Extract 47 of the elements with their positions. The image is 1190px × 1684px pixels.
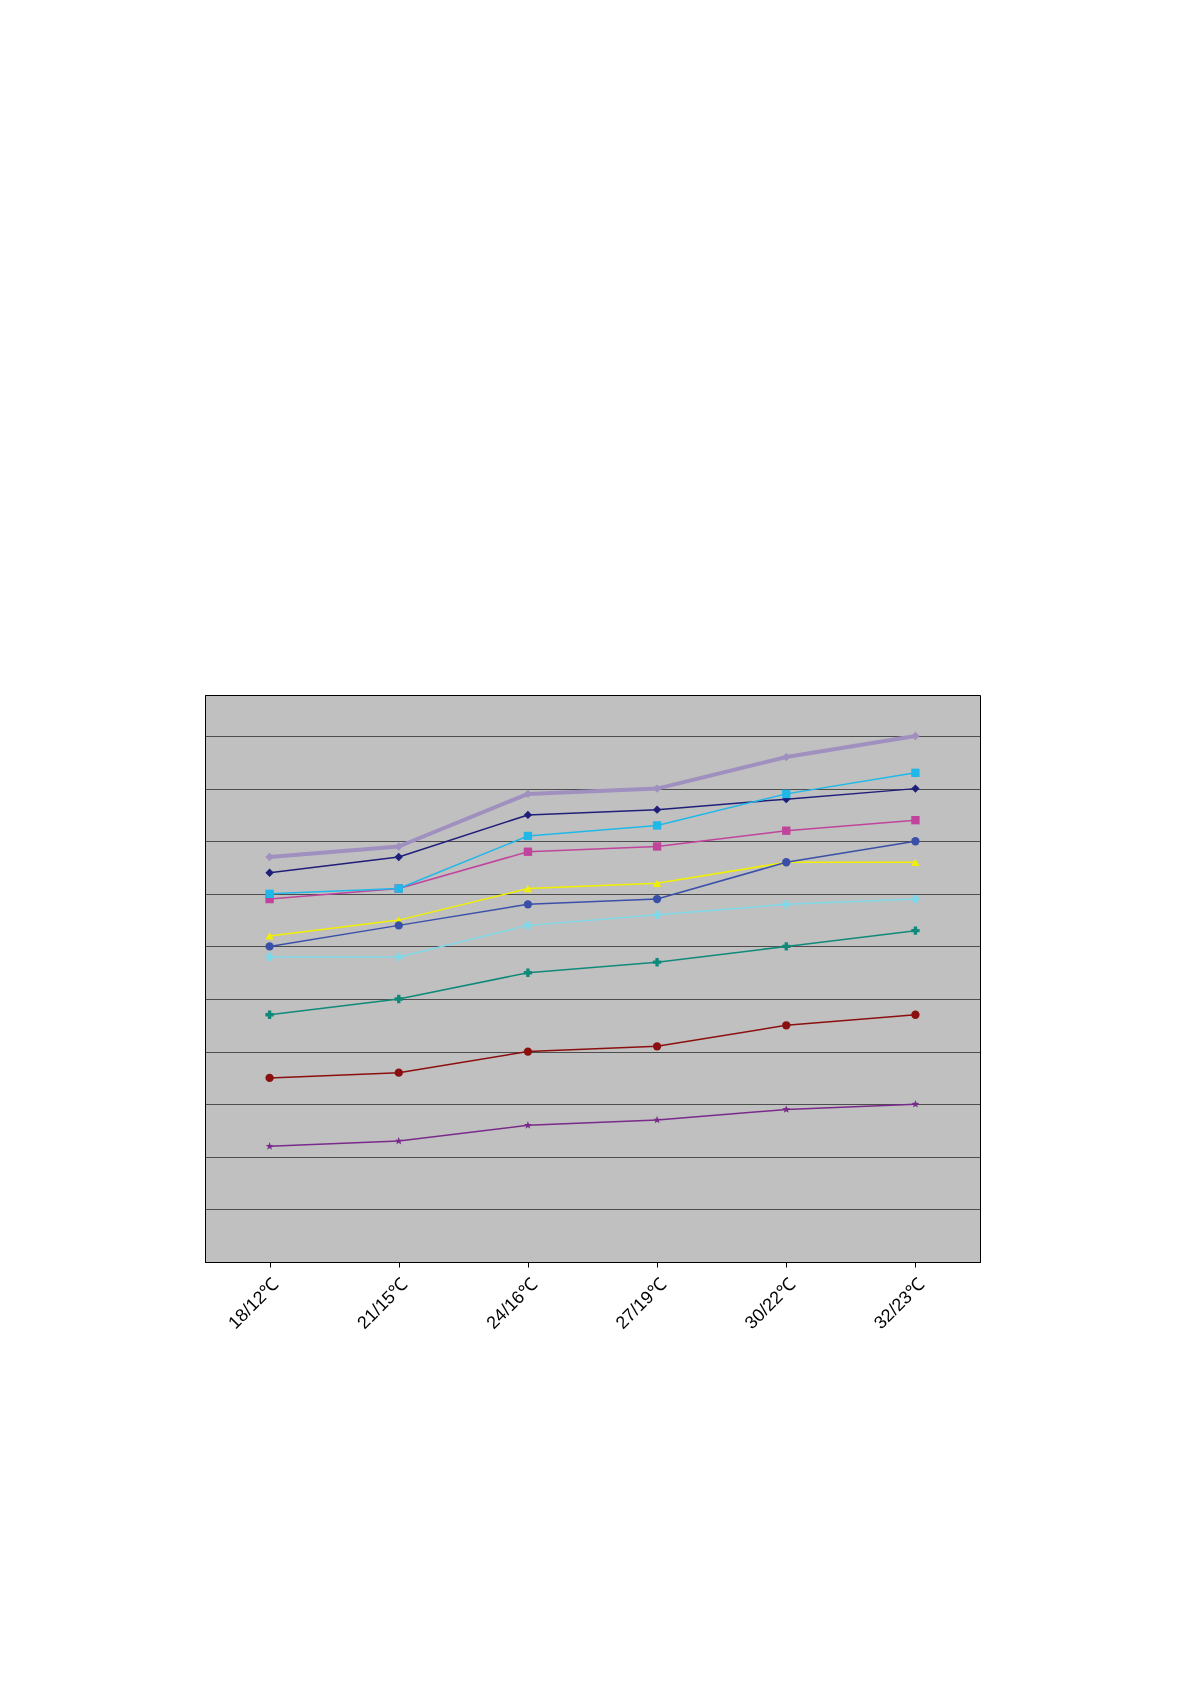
- point: [652, 879, 662, 887]
- point: [782, 826, 791, 835]
- point: [911, 784, 920, 793]
- point: [523, 810, 533, 820]
- point: [394, 1068, 403, 1077]
- point: [523, 831, 533, 841]
- point: [523, 1047, 533, 1056]
- point: [782, 900, 791, 909]
- point: [265, 1010, 274, 1019]
- point: [523, 847, 533, 856]
- point: [911, 816, 920, 825]
- point: [652, 1042, 662, 1051]
- point: [265, 952, 274, 962]
- point: [653, 1115, 662, 1124]
- point: [652, 910, 662, 920]
- point: [523, 900, 533, 909]
- point: [782, 1021, 791, 1030]
- point: [652, 821, 662, 830]
- point: [265, 1073, 274, 1083]
- point: [652, 894, 662, 904]
- point: [265, 1142, 274, 1150]
- point: [911, 837, 920, 846]
- point: [523, 1121, 532, 1129]
- point: [782, 789, 791, 799]
- point: [523, 968, 533, 977]
- point: [265, 932, 274, 940]
- point: [394, 994, 403, 1004]
- point: [652, 958, 662, 967]
- point: [911, 1100, 920, 1108]
- point: [394, 952, 403, 962]
- point: [523, 921, 533, 930]
- point: [911, 858, 920, 866]
- point: [523, 884, 533, 893]
- point: [652, 805, 662, 814]
- point: [911, 926, 920, 935]
- point: [265, 868, 274, 877]
- point: [782, 1105, 791, 1113]
- point: [652, 842, 662, 851]
- point: [394, 852, 403, 862]
- point: [394, 921, 403, 930]
- point: [265, 889, 274, 898]
- point: [911, 894, 920, 904]
- point: [265, 942, 274, 951]
- point: [911, 1010, 920, 1019]
- point: [782, 942, 791, 951]
- point: [911, 768, 920, 778]
- point: [911, 731, 920, 741]
